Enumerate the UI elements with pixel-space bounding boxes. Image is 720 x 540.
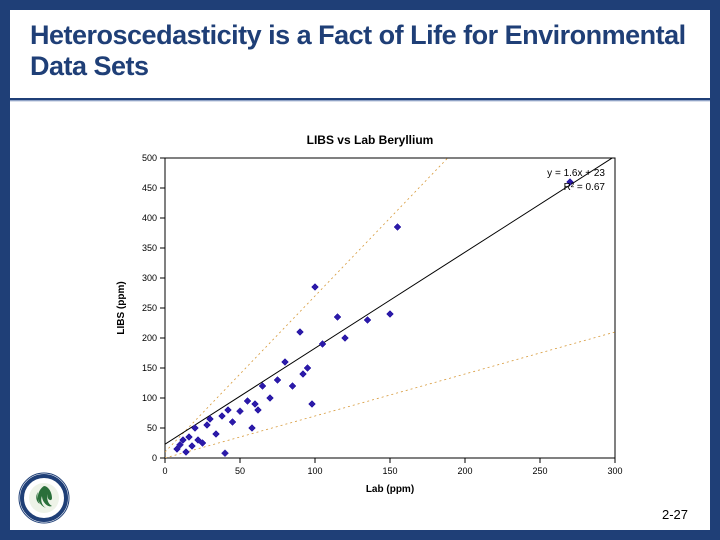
svg-text:LIBS (ppm): LIBS (ppm) (116, 281, 127, 334)
epa-logo (18, 472, 70, 524)
svg-text:100: 100 (307, 466, 322, 476)
svg-text:0: 0 (162, 466, 167, 476)
svg-text:0: 0 (152, 453, 157, 463)
svg-text:500: 500 (142, 153, 157, 163)
svg-text:Lab (ppm): Lab (ppm) (366, 484, 414, 495)
svg-text:200: 200 (142, 333, 157, 343)
svg-text:R² = 0.67: R² = 0.67 (564, 182, 606, 193)
slide-root: Heteroscedasticity is a Fact of Life for… (0, 0, 720, 540)
slide-content-area: Heteroscedasticity is a Fact of Life for… (10, 10, 710, 530)
epa-seal-icon (18, 472, 70, 524)
svg-text:150: 150 (382, 466, 397, 476)
svg-text:450: 450 (142, 183, 157, 193)
svg-text:250: 250 (532, 466, 547, 476)
svg-text:300: 300 (142, 273, 157, 283)
chart-svg: LIBS vs Lab Beryllium 0 50 100 150 200 250 300 0… (110, 130, 630, 500)
scatter-chart: LIBS vs Lab Beryllium 0 50 100 150 200 250 300 0… (110, 130, 630, 500)
svg-text:y = 1.6x + 23: y = 1.6x + 23 (547, 168, 605, 179)
svg-text:400: 400 (142, 213, 157, 223)
svg-text:250: 250 (142, 303, 157, 313)
page-number: 2-27 (662, 507, 688, 522)
svg-text:LIBS vs Lab Beryllium: LIBS vs Lab Beryllium (307, 133, 434, 147)
svg-text:350: 350 (142, 243, 157, 253)
svg-text:200: 200 (457, 466, 472, 476)
svg-text:50: 50 (147, 423, 157, 433)
title-underline (10, 98, 710, 102)
svg-text:50: 50 (235, 466, 245, 476)
page-title: Heteroscedasticity is a Fact of Life for… (30, 20, 690, 82)
svg-text:100: 100 (142, 393, 157, 403)
svg-text:300: 300 (607, 466, 622, 476)
svg-text:150: 150 (142, 363, 157, 373)
